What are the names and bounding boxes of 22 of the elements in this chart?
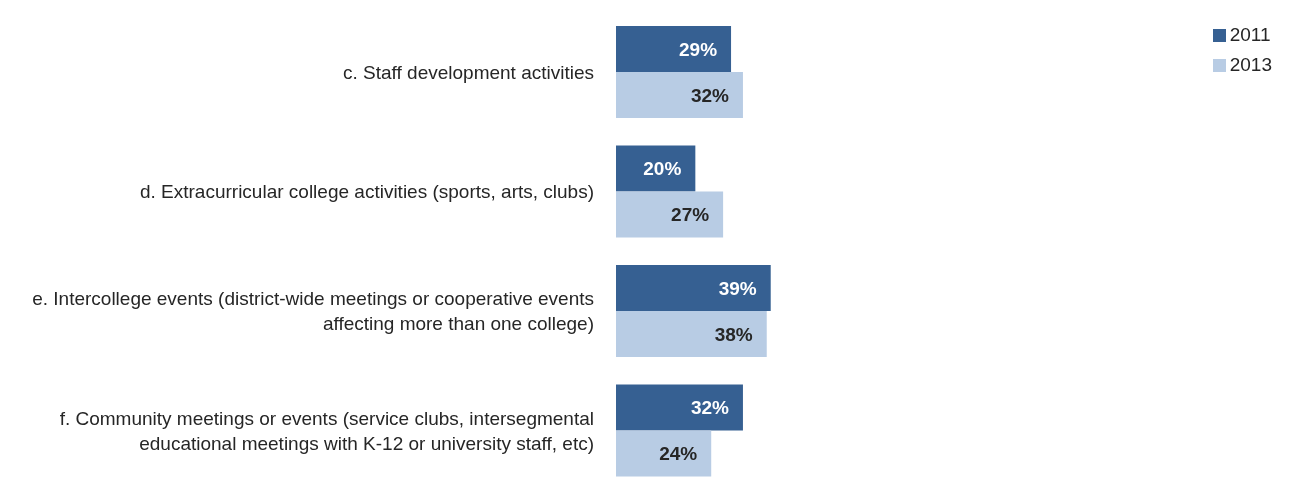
legend-label: 2013	[1229, 54, 1272, 75]
y-tick-label: e. Intercollege events (district-wide meetings or cooperative events affecting more than one college)	[32, 287, 594, 334]
data-label: 27%	[671, 204, 710, 225]
bar	[616, 311, 767, 357]
data-label: 29%	[679, 38, 718, 60]
bar	[616, 384, 743, 431]
data-label: 32%	[690, 84, 730, 106]
data-label: 38%	[714, 323, 753, 345]
y-tick-label: c. Staff development activities	[343, 61, 594, 83]
bar	[616, 265, 771, 311]
bar	[616, 191, 724, 238]
bar	[616, 26, 732, 72]
bar	[616, 145, 696, 192]
legend-label: 2011	[1229, 24, 1271, 45]
bar	[616, 72, 743, 118]
data-label: 32%	[690, 397, 730, 418]
y-tick-label: f. Community meetings or events (service clubs, intersegmental educational meetings with K-12 or university staff, etc)	[59, 407, 594, 454]
data-label: 20%	[643, 158, 682, 179]
y-tick-label: d. Extracurricular college activities (sports, arts, clubs)	[139, 180, 594, 202]
bar	[616, 430, 712, 477]
data-label: 24%	[659, 443, 698, 464]
data-label: 39%	[718, 277, 757, 299]
